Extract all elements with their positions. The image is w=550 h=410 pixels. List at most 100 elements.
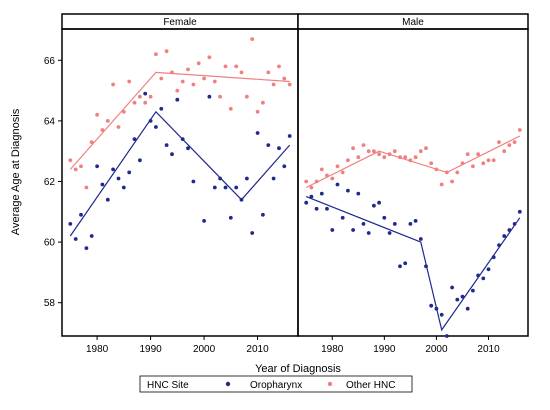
point-other-hnc [392, 149, 397, 154]
point-oropharynx [68, 222, 73, 226]
point-oropharynx [434, 306, 439, 311]
point-other-hnc [413, 155, 418, 160]
point-oropharynx [497, 243, 501, 248]
x-tick-label: 1990 [373, 344, 396, 355]
point-oropharynx [335, 182, 340, 187]
point-other-hnc [202, 76, 207, 81]
point-other-hnc [175, 88, 180, 93]
point-oropharynx [159, 106, 164, 111]
point-other-hnc [121, 109, 126, 114]
point-other-hnc [255, 109, 260, 114]
point-other-hnc [271, 82, 276, 87]
trend-line-oropharynx-male [305, 196, 521, 332]
panel-frame-male [297, 28, 529, 337]
point-other-hnc [148, 94, 153, 99]
point-oropharynx [79, 212, 83, 217]
point-other-hnc [223, 64, 228, 69]
point-other-hnc [507, 143, 512, 148]
panel-title-female: Female [163, 17, 197, 28]
point-oropharynx [245, 176, 249, 181]
point-other-hnc [476, 152, 480, 157]
point-other-hnc [517, 128, 522, 132]
point-other-hnc [429, 161, 434, 166]
point-oropharynx [309, 194, 314, 199]
point-oropharynx [408, 222, 413, 226]
point-other-hnc [282, 76, 287, 81]
point-other-hnc [372, 149, 376, 154]
point-oropharynx [517, 209, 522, 214]
point-other-hnc [234, 64, 239, 69]
point-other-hnc [228, 106, 233, 111]
point-oropharynx [377, 200, 381, 205]
point-oropharynx [191, 179, 196, 184]
legend-entry-other-hnc: Other HNC [346, 380, 395, 391]
point-oropharynx [84, 246, 89, 251]
point-oropharynx [95, 164, 99, 169]
point-other-hnc [502, 149, 507, 154]
point-oropharynx [255, 131, 260, 135]
point-other-hnc [212, 79, 217, 84]
point-other-hnc [111, 82, 115, 87]
point-oropharynx [330, 228, 335, 232]
point-oropharynx [465, 306, 470, 311]
point-oropharynx [319, 191, 324, 196]
point-other-hnc [455, 170, 460, 175]
point-oropharynx [132, 137, 137, 142]
point-other-hnc [304, 179, 309, 184]
point-oropharynx [455, 297, 460, 302]
point-other-hnc [277, 64, 281, 69]
point-oropharynx [239, 197, 244, 202]
point-other-hnc [95, 112, 99, 117]
point-other-hnc [335, 164, 340, 169]
point-other-hnc [207, 55, 212, 60]
point-other-hnc [424, 146, 428, 151]
point-oropharynx [271, 176, 276, 181]
point-oropharynx [282, 164, 287, 169]
point-other-hnc [105, 119, 110, 123]
point-oropharynx [413, 219, 418, 223]
point-other-hnc [491, 158, 496, 163]
point-oropharynx [170, 152, 174, 157]
point-oropharynx [234, 185, 239, 190]
point-oropharynx [450, 285, 454, 290]
point-other-hnc [382, 155, 387, 160]
x-tick-label: 1980 [86, 344, 109, 355]
point-oropharynx [398, 264, 402, 269]
point-oropharynx [439, 312, 444, 317]
panel-male: Male 1980 1990 2000 2010 [297, 13, 529, 355]
point-other-hnc [497, 140, 501, 145]
point-oropharynx [127, 170, 132, 175]
point-other-hnc [340, 170, 345, 175]
point-other-hnc [460, 161, 465, 166]
point-other-hnc [450, 179, 454, 184]
point-oropharynx [218, 176, 223, 181]
x-tick-label: 2010 [246, 344, 269, 355]
point-other-hnc [309, 185, 314, 190]
point-other-hnc [239, 70, 244, 75]
point-other-hnc [418, 149, 423, 154]
point-oropharynx [445, 334, 449, 338]
point-oropharynx [351, 228, 355, 232]
point-oropharynx [250, 231, 255, 235]
x-tick-label: 2010 [477, 344, 500, 355]
point-other-hnc [439, 182, 444, 187]
point-other-hnc [287, 82, 292, 87]
point-oropharynx [207, 94, 212, 99]
point-other-hnc [180, 79, 185, 84]
point-oropharynx [314, 206, 319, 211]
legend: HNC Site Oropharynx Other HNC [139, 375, 413, 393]
legend-box [139, 375, 413, 393]
point-oropharynx [143, 91, 148, 96]
point-other-hnc [319, 167, 324, 172]
point-oropharynx [111, 167, 115, 172]
point-oropharynx [340, 215, 345, 220]
point-other-hnc [330, 176, 335, 181]
point-oropharynx [202, 219, 207, 223]
point-oropharynx [471, 288, 475, 293]
point-other-hnc [434, 167, 439, 172]
point-other-hnc [361, 143, 366, 148]
point-other-hnc [73, 167, 78, 172]
point-other-hnc [398, 155, 402, 160]
point-oropharynx [507, 228, 512, 232]
